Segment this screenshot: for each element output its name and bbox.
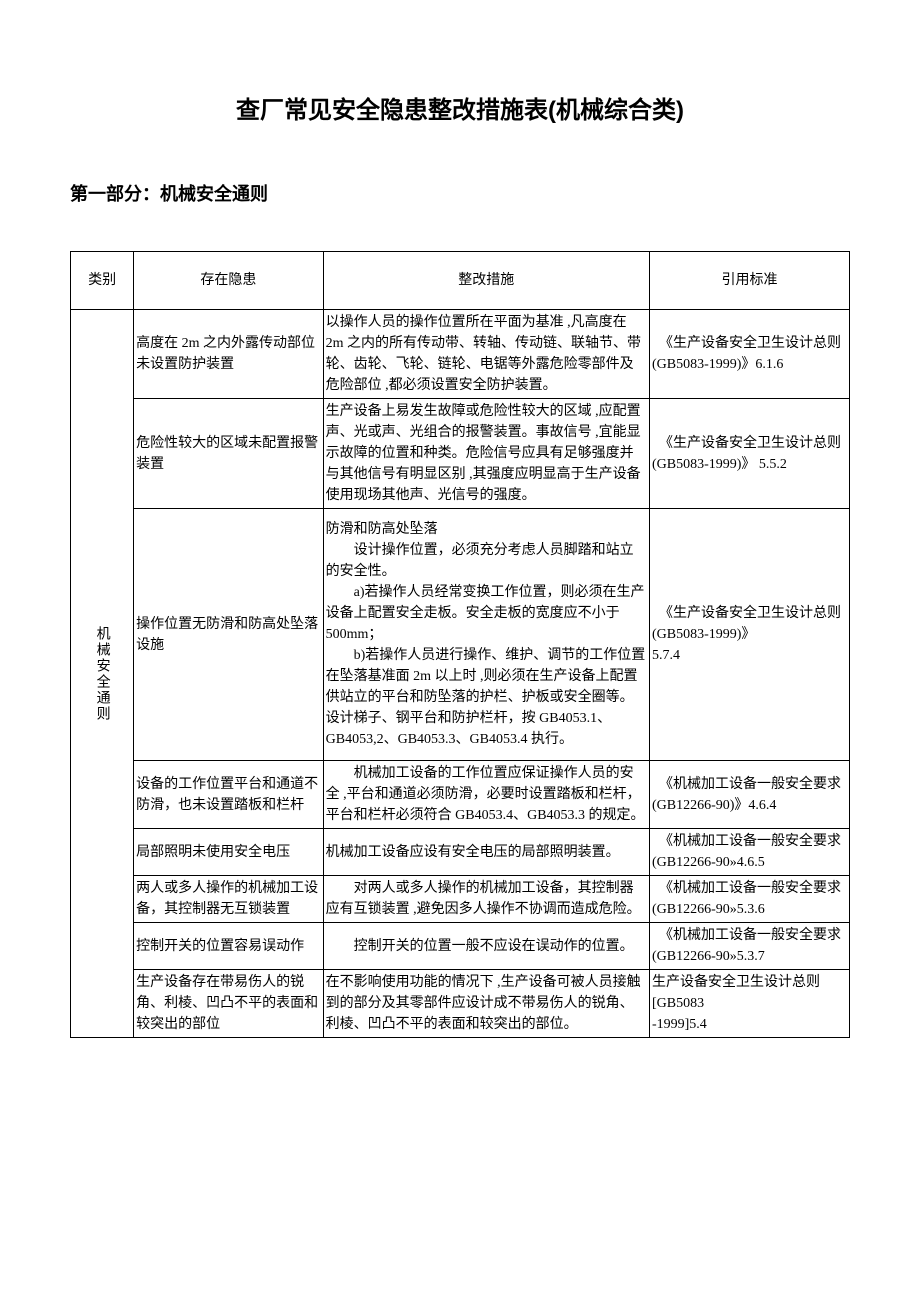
table-row: 操作位置无防滑和防高处坠落设施 防滑和防高处坠落 设计操作位置，必须充分考虑人员… [71, 509, 850, 761]
section-title: 第一部分：机械安全通则 [70, 180, 850, 206]
hazard-cell: 危险性较大的区域未配置报警装置 [134, 399, 323, 509]
hazard-cell: 控制开关的位置容易误动作 [134, 923, 323, 970]
standard-cell: 生产设备安全卫生设计总则[GB5083 -1999]5.4 [649, 970, 849, 1038]
hazard-cell: 高度在 2m 之内外露传动部位未设置防护装置 [134, 310, 323, 399]
standard-cell: 《生产设备安全卫生设计总则(GB5083-1999)》 5.7.4 [649, 509, 849, 761]
standard-cell: 《机械加工设备一般安全要求(GB12266-90»5.3.6 [649, 876, 849, 923]
hazard-cell: 局部照明未使用安全电压 [134, 829, 323, 876]
hazard-cell: 生产设备存在带易伤人的锐角、利棱、凹凸不平的表面和较突出的部位 [134, 970, 323, 1038]
category-cell: 机械安全通则 [71, 310, 134, 1038]
standard-cell: 《生产设备安全卫生设计总则(GB5083-1999)》 5.5.2 [649, 399, 849, 509]
standard-cell: 《机械加工设备一般安全要求(GB12266-90»5.3.7 [649, 923, 849, 970]
measure-cell: 以操作人员的操作位置所在平面为基准 ,凡高度在 2m 之内的所有传动带、转轴、传… [323, 310, 649, 399]
category-label: 机械安全通则 [92, 626, 113, 722]
measure-cell: 防滑和防高处坠落 设计操作位置，必须充分考虑人员脚踏和站立的安全性。 a)若操作… [323, 509, 649, 761]
measure-cell: 机械加工设备的工作位置应保证操作人员的安全 ,平台和通道必须防滑，必要时设置踏板… [323, 761, 649, 829]
table-header-row: 类别 存在隐患 整改措施 引用标准 [71, 252, 850, 310]
measure-cell: 控制开关的位置一般不应设在误动作的位置。 [323, 923, 649, 970]
hazard-table: 类别 存在隐患 整改措施 引用标准 机械安全通则 高度在 2m 之内外露传动部位… [70, 251, 850, 1038]
table-row: 机械安全通则 高度在 2m 之内外露传动部位未设置防护装置 以操作人员的操作位置… [71, 310, 850, 399]
measure-cell: 在不影响使用功能的情况下 ,生产设备可被人员接触到的部分及其零部件应设计成不带易… [323, 970, 649, 1038]
measure-cell: 生产设备上易发生故障或危险性较大的区域 ,应配置声、光或声、光组合的报警装置。事… [323, 399, 649, 509]
header-category: 类别 [71, 252, 134, 310]
header-standard: 引用标准 [649, 252, 849, 310]
table-row: 局部照明未使用安全电压 机械加工设备应设有安全电压的局部照明装置。 《机械加工设… [71, 829, 850, 876]
measure-cell: 机械加工设备应设有安全电压的局部照明装置。 [323, 829, 649, 876]
page-title: 查厂常见安全隐患整改措施表(机械综合类) [70, 90, 850, 125]
header-hazard: 存在隐患 [134, 252, 323, 310]
standard-cell: 《机械加工设备一般安全要求(GB12266-90»4.6.5 [649, 829, 849, 876]
table-row: 生产设备存在带易伤人的锐角、利棱、凹凸不平的表面和较突出的部位 在不影响使用功能… [71, 970, 850, 1038]
table-row: 危险性较大的区域未配置报警装置 生产设备上易发生故障或危险性较大的区域 ,应配置… [71, 399, 850, 509]
hazard-cell: 操作位置无防滑和防高处坠落设施 [134, 509, 323, 761]
measure-cell: 对两人或多人操作的机械加工设备，其控制器应有互锁装置 ,避免因多人操作不协调而造… [323, 876, 649, 923]
standard-cell: 《机械加工设备一般安全要求(GB12266-90)》4.6.4 [649, 761, 849, 829]
header-measure: 整改措施 [323, 252, 649, 310]
hazard-cell: 设备的工作位置平台和通道不防滑，也未设置踏板和栏杆 [134, 761, 323, 829]
standard-cell: 《生产设备安全卫生设计总则(GB5083-1999)》6.1.6 [649, 310, 849, 399]
table-row: 两人或多人操作的机械加工设备，其控制器无互锁装置 对两人或多人操作的机械加工设备… [71, 876, 850, 923]
table-row: 控制开关的位置容易误动作 控制开关的位置一般不应设在误动作的位置。 《机械加工设… [71, 923, 850, 970]
table-row: 设备的工作位置平台和通道不防滑，也未设置踏板和栏杆 机械加工设备的工作位置应保证… [71, 761, 850, 829]
hazard-cell: 两人或多人操作的机械加工设备，其控制器无互锁装置 [134, 876, 323, 923]
